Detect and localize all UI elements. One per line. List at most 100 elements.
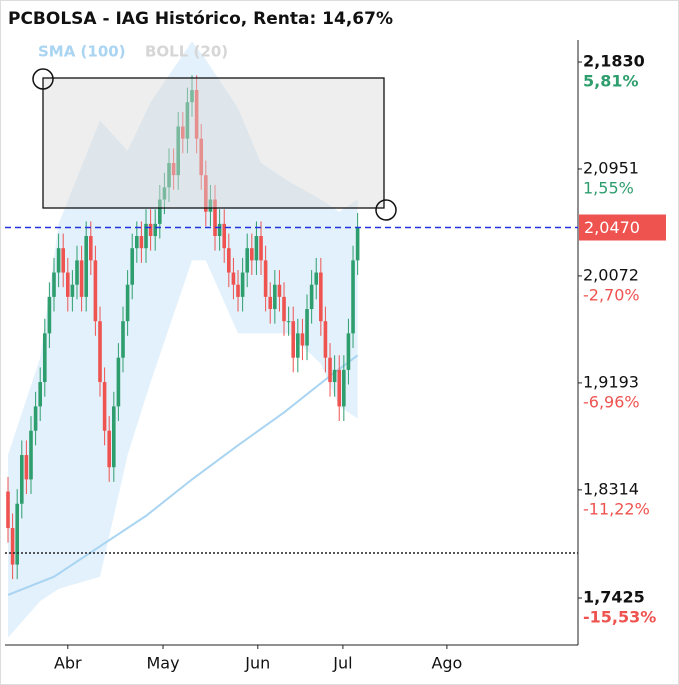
- candle-body: [162, 187, 167, 200]
- candle-body: [342, 369, 346, 407]
- y-tick-change: -15,53%: [583, 608, 656, 627]
- last-price-box: [579, 214, 666, 241]
- handle[interactable]: [32, 68, 54, 90]
- candle-body: [240, 272, 245, 297]
- candle-body: [227, 248, 231, 273]
- candle-body: [355, 227, 360, 261]
- candle-body: [185, 102, 190, 139]
- candle-body: [351, 260, 355, 334]
- candle-body: [245, 248, 250, 273]
- candle-body: [171, 163, 176, 176]
- candle-body: [309, 284, 314, 310]
- y-tick-label: 2,1830: [583, 52, 645, 71]
- candle-body: [213, 199, 217, 237]
- candle-body: [208, 199, 213, 212]
- candle-body: [286, 321, 291, 323]
- candle-body: [217, 223, 222, 237]
- candle-body: [328, 357, 332, 383]
- plot: [6, 41, 360, 638]
- candle-body: [337, 369, 342, 407]
- x-tick-label: May: [146, 654, 179, 673]
- candle-body: [268, 296, 273, 310]
- candle-body: [125, 284, 130, 322]
- candle-body: [38, 382, 42, 407]
- candle-body: [116, 357, 121, 407]
- candle-body: [250, 248, 254, 261]
- y-tick-change: -2,70%: [583, 285, 640, 304]
- candle-body: [107, 430, 112, 468]
- candle-body: [98, 321, 102, 383]
- candle-body: [70, 284, 75, 297]
- candle-body: [314, 272, 319, 285]
- candle-body: [273, 284, 277, 310]
- candle-body: [112, 406, 116, 468]
- x-tick-label: Jun: [244, 654, 270, 673]
- drawing-rectangle[interactable]: [42, 77, 385, 209]
- x-tick-label: Jul: [332, 654, 352, 673]
- candle-body: [6, 491, 10, 529]
- candle-body: [181, 126, 185, 139]
- sma-line: [7, 354, 359, 596]
- candle-body: [231, 272, 236, 285]
- y-tick-label: 1,7425: [583, 588, 645, 607]
- candle-body: [199, 138, 204, 176]
- candle-body: [144, 223, 148, 249]
- candle-body: [194, 90, 199, 139]
- candle-body: [19, 455, 24, 504]
- candle-body: [29, 430, 33, 480]
- candle-body: [75, 260, 79, 285]
- candle-body: [332, 369, 337, 383]
- legend-sma: SMA (100): [38, 43, 126, 61]
- candle-body: [65, 272, 70, 297]
- candle-body: [319, 272, 323, 322]
- candle-body: [204, 175, 208, 212]
- candle-body: [130, 248, 135, 285]
- candle-body: [93, 260, 98, 322]
- y-tick-change: -11,22%: [583, 499, 650, 518]
- chart-title: PCBOLSA - IAG Histórico, Renta: 14,67%: [8, 9, 393, 29]
- candle-body: [52, 272, 56, 297]
- legend-boll: BOLL (20): [145, 43, 228, 61]
- y-tick-label: 1,9193: [583, 372, 639, 391]
- y-tick-change: -6,96%: [583, 392, 640, 411]
- candle-body: [263, 260, 268, 297]
- candle-body: [84, 236, 88, 297]
- candle-body: [167, 163, 171, 188]
- y-tick-label: 2,0951: [583, 158, 639, 177]
- candle-body: [158, 199, 162, 224]
- y-tick-label: 1,8314: [583, 479, 639, 498]
- candle-body: [254, 236, 259, 261]
- candle-body: [282, 296, 286, 322]
- candle-body: [277, 284, 282, 297]
- candle-body: [296, 333, 300, 358]
- candle-body: [190, 90, 194, 103]
- x-tick-label: Ago: [431, 654, 462, 673]
- candle-body: [47, 296, 52, 334]
- x-tick-label: Abr: [54, 654, 82, 673]
- candle-body: [222, 223, 227, 249]
- bollinger-band: [7, 41, 358, 638]
- candle-body: [291, 321, 296, 358]
- candle-body: [79, 260, 84, 297]
- handle[interactable]: [375, 199, 397, 221]
- candle-body: [15, 503, 19, 565]
- candle-body: [148, 223, 153, 237]
- candle-body: [139, 236, 144, 249]
- candle-body: [346, 333, 351, 370]
- candle-body: [61, 248, 65, 273]
- y-tick-label: 2,0072: [583, 265, 639, 284]
- candle-body: [121, 321, 125, 358]
- candle-body: [33, 406, 38, 431]
- candle-body: [305, 309, 309, 346]
- candle-body: [24, 455, 29, 480]
- candle-body: [236, 284, 240, 297]
- y-tick-change: 5,81%: [583, 72, 639, 91]
- y-tick-change: 1,55%: [583, 178, 634, 197]
- candle-body: [89, 236, 93, 261]
- candle-body: [42, 333, 47, 383]
- candle-body: [102, 382, 107, 431]
- candle-body: [153, 223, 158, 237]
- candle-body: [259, 236, 263, 261]
- candle-body: [323, 321, 328, 358]
